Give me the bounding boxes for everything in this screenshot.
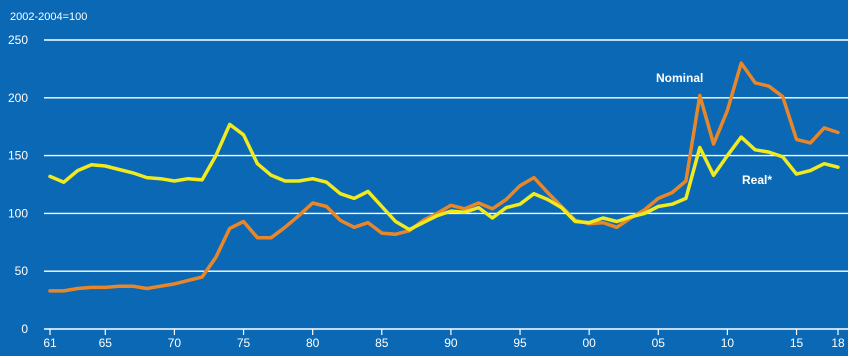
x-tick-label-90: 90 (444, 336, 458, 350)
y-axis-ticks: 0 50 100 150 200 250 (8, 33, 28, 336)
x-tick-label-65: 65 (99, 336, 113, 350)
series-lines (48, 61, 840, 293)
unit-label: 2002-2004=100 (10, 11, 87, 23)
x-tick-label-70: 70 (168, 336, 182, 350)
x-tick-label-00: 00 (582, 336, 596, 350)
x-axis-ticks: 61 65 70 75 80 85 90 95 00 05 10 15 18 (43, 329, 845, 350)
x-tick-label-75: 75 (237, 336, 251, 350)
y-tick-label-50: 50 (15, 264, 29, 278)
y-tick-label-200: 200 (8, 91, 28, 105)
x-tick-label-85: 85 (375, 336, 389, 350)
y-tick-label-0: 0 (21, 322, 28, 336)
series-line-nominal (48, 61, 840, 293)
x-tick-label-61: 61 (43, 336, 57, 350)
x-tick-label-18: 18 (831, 336, 845, 350)
x-tick-label-80: 80 (306, 336, 320, 350)
series-label-nominal: Nominal (656, 71, 703, 85)
series-label-real: Real* (742, 173, 772, 187)
x-tick-label-05: 05 (652, 336, 666, 350)
y-tick-label-100: 100 (8, 206, 28, 220)
x-tick-label-10: 10 (721, 336, 735, 350)
y-tick-label-150: 150 (8, 149, 28, 163)
x-tick-label-95: 95 (513, 336, 527, 350)
y-tick-label-250: 250 (8, 33, 28, 47)
x-tick-label-15: 15 (790, 336, 804, 350)
series-line-real (48, 122, 840, 232)
